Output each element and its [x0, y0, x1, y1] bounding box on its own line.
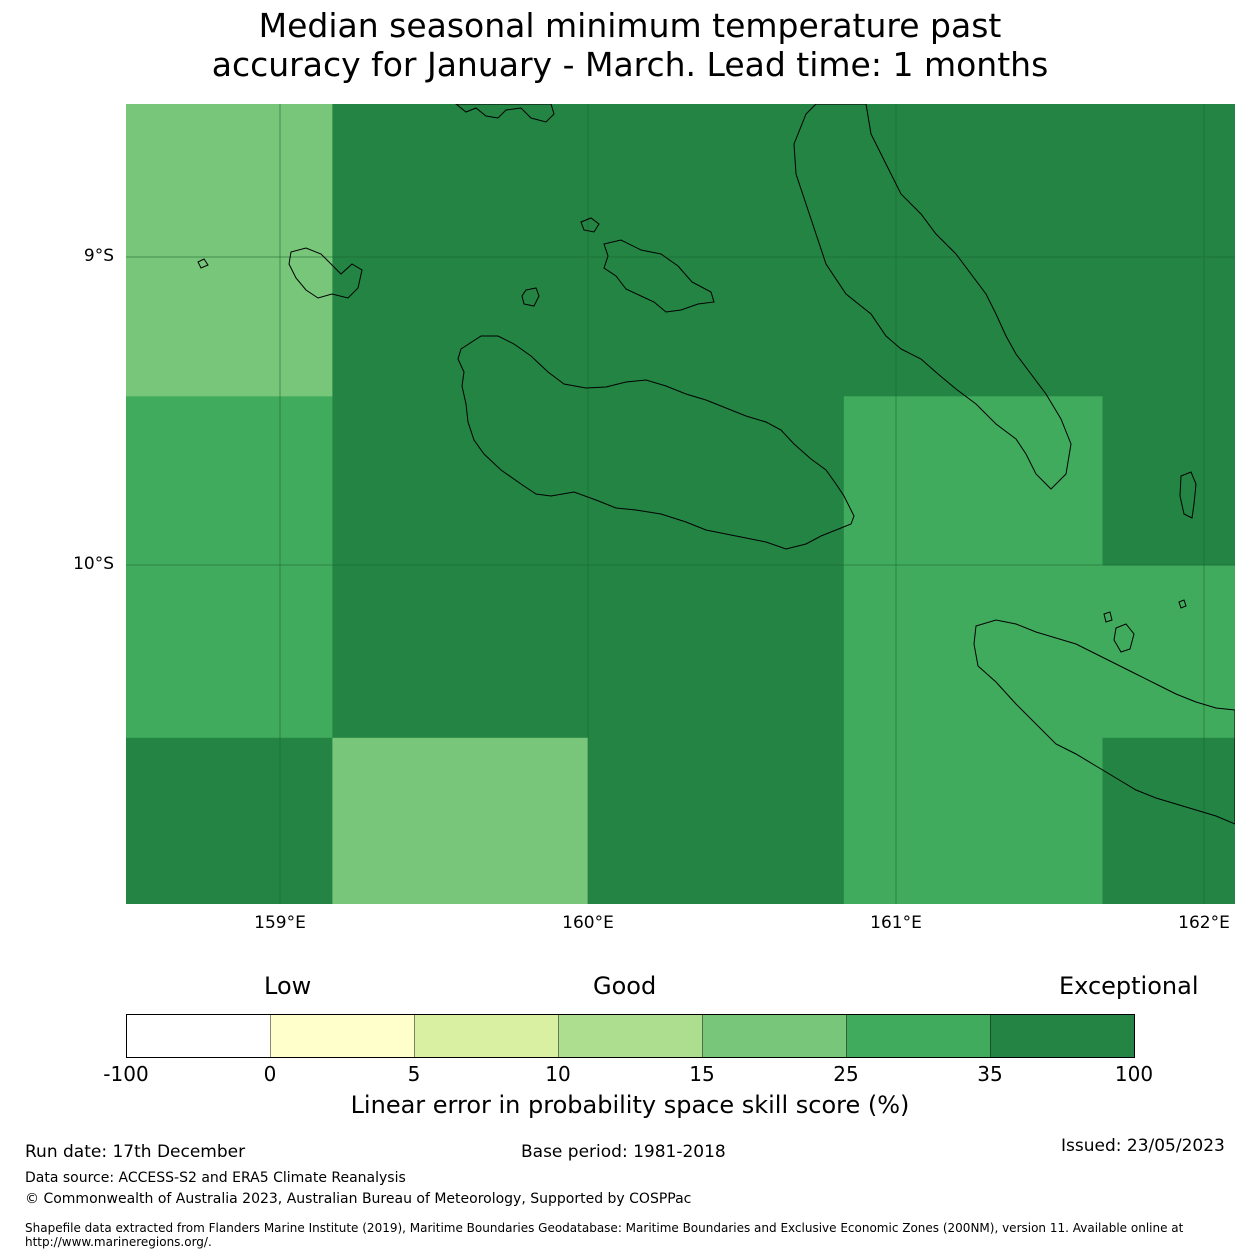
- colorbar-title: Linear error in probability space skill …: [350, 1091, 910, 1119]
- shapefile-credit-url: http://www.marineregions.org/.: [25, 1235, 212, 1249]
- coastlines: [197, 104, 1235, 825]
- colorbar-tick: 0: [263, 1062, 277, 1086]
- nggela-islands-coastline: [603, 239, 715, 313]
- title-line-2: accuracy for January - March. Lead time:…: [211, 45, 1049, 84]
- colorbar-bin: [414, 1014, 559, 1058]
- legend-category-low: Low: [264, 972, 312, 1000]
- colorbar-bins: [126, 1014, 1135, 1058]
- maramasike-coastline: [1179, 471, 1197, 519]
- lon-label-162e: 162°E: [1178, 913, 1230, 933]
- skill-cell: [1102, 737, 1235, 904]
- skill-score-map: [126, 104, 1235, 904]
- skill-cell: [126, 737, 333, 904]
- skill-cell: [588, 737, 845, 904]
- colorbar-bin: [990, 1014, 1135, 1058]
- makira-coastline: [973, 619, 1235, 825]
- lon-label-159e: 159°E: [254, 913, 306, 933]
- skill-cell: [332, 737, 589, 904]
- issued-date: Issued: 23/05/2023: [1061, 1136, 1225, 1156]
- islet-west: [197, 258, 209, 269]
- colorbar-tick: 100: [1114, 1062, 1154, 1086]
- lon-label-161e: 161°E: [870, 913, 922, 933]
- skill-cell: [843, 396, 1104, 904]
- small-islet-north: [580, 217, 600, 233]
- colorbar-frame: [126, 1014, 1135, 1058]
- colorbar-tick: 25: [833, 1062, 859, 1086]
- shapefile-credit-line-1: Shapefile data extracted from Flanders M…: [25, 1221, 1184, 1235]
- skill-cells: [126, 104, 1235, 904]
- islet-east-b: [1178, 599, 1187, 609]
- skill-cell: [126, 396, 333, 739]
- map-title: Median seasonal minimum temperature past…: [0, 6, 1260, 84]
- lon-label-160e: 160°E: [562, 913, 614, 933]
- graticule: [126, 104, 1235, 904]
- russell-islands-coastline: [288, 247, 363, 299]
- copyright: © Commonwealth of Australia 2023, Austra…: [25, 1191, 692, 1207]
- north-malaita-coastline: [455, 104, 555, 123]
- legend-category-good: Good: [593, 972, 657, 1000]
- colorbar-tick: 10: [545, 1062, 571, 1086]
- colorbar-tick: 15: [689, 1062, 715, 1086]
- legend-category-exceptional: Exceptional: [1059, 972, 1199, 1000]
- lat-label-10s: 10°S: [73, 554, 114, 574]
- skill-cell: [126, 104, 333, 397]
- malaita-coastline: [793, 104, 1072, 490]
- colorbar: [126, 1014, 1135, 1058]
- title-line-1: Median seasonal minimum temperature past: [258, 6, 1002, 45]
- colorbar-bin: [702, 1014, 847, 1058]
- base-period: Base period: 1981-2018: [521, 1142, 726, 1162]
- colorbar-bin: [270, 1014, 415, 1058]
- colorbar-tick: -100: [103, 1062, 149, 1086]
- skill-cell: [843, 104, 1235, 397]
- savo-island-coastline: [521, 287, 540, 307]
- islet-east-a: [1103, 611, 1113, 623]
- guadalcanal-coastline: [457, 335, 855, 550]
- run-date: Run date: 17th December: [25, 1142, 246, 1162]
- skill-cell: [1102, 396, 1235, 567]
- lat-label-9s: 9°S: [83, 246, 114, 266]
- colorbar-tick: 5: [407, 1062, 421, 1086]
- colorbar-bin: [846, 1014, 991, 1058]
- ulawa-coastline: [1113, 623, 1135, 653]
- colorbar-tick: 35: [977, 1062, 1003, 1086]
- data-source: Data source: ACCESS-S2 and ERA5 Climate …: [25, 1170, 406, 1186]
- shapefile-credit: Shapefile data extracted from Flanders M…: [25, 1221, 1235, 1249]
- colorbar-bin: [558, 1014, 703, 1058]
- skill-cell: [1102, 565, 1235, 739]
- colorbar-bin: [126, 1014, 271, 1058]
